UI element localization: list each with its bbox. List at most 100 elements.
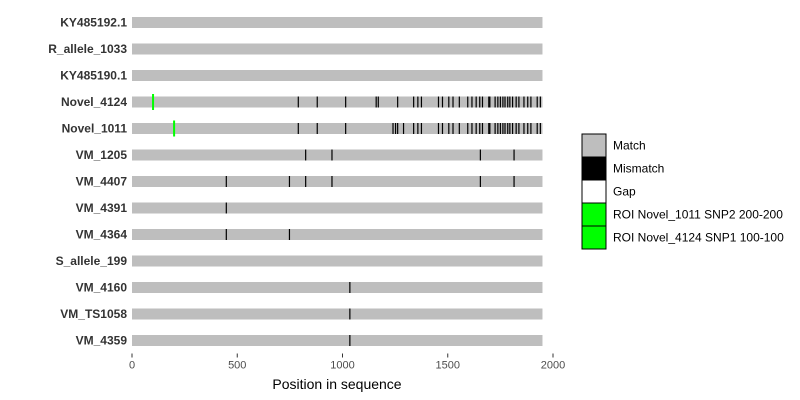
sequence-label: R_allele_1033 bbox=[48, 42, 127, 56]
mismatch-mark bbox=[539, 96, 541, 108]
mismatch-mark bbox=[467, 96, 469, 108]
mismatch-mark bbox=[515, 123, 517, 134]
mismatch-mark bbox=[481, 123, 484, 134]
match-bar bbox=[132, 255, 543, 267]
mismatch-mark bbox=[316, 96, 318, 108]
mismatch-mark bbox=[479, 96, 481, 108]
mismatch-mark bbox=[518, 96, 520, 108]
mismatch-mark bbox=[448, 123, 450, 134]
mismatch-mark bbox=[458, 123, 460, 134]
mismatch-mark bbox=[479, 123, 481, 134]
legend-label: ROI Novel_4124 SNP1 100-100 bbox=[613, 231, 784, 245]
sequence-label: VM_4160 bbox=[76, 281, 128, 295]
mismatch-mark bbox=[375, 96, 377, 108]
mismatch-mark bbox=[420, 96, 423, 108]
mismatch-mark bbox=[518, 123, 520, 134]
mismatch-mark bbox=[413, 123, 415, 134]
mismatch-mark bbox=[345, 96, 347, 108]
mismatch-mark bbox=[441, 123, 444, 134]
legend-key bbox=[581, 202, 607, 227]
legend-key bbox=[581, 225, 607, 250]
mismatch-mark bbox=[417, 123, 419, 134]
sequence-label: Novel_4124 bbox=[61, 95, 127, 109]
sequence-label: VM_4391 bbox=[76, 201, 128, 215]
match-bar bbox=[132, 335, 543, 346]
mismatch-mark bbox=[509, 96, 511, 108]
roi-mark bbox=[173, 120, 176, 137]
legend-label: ROI Novel_1011 SNP2 200-200 bbox=[613, 208, 783, 222]
x-axis-title: Position in sequence bbox=[272, 376, 401, 392]
mismatch-mark bbox=[523, 96, 525, 108]
legend-label: Gap bbox=[613, 185, 636, 199]
mismatch-mark bbox=[511, 123, 514, 134]
sequence-label: KY485190.1 bbox=[60, 69, 127, 83]
mismatch-mark bbox=[305, 176, 307, 187]
mismatch-mark bbox=[452, 123, 454, 134]
mismatch-mark bbox=[488, 123, 490, 134]
x-tick-label: 500 bbox=[228, 360, 246, 372]
sequence-label: KY485192.1 bbox=[60, 16, 127, 30]
mismatch-mark bbox=[536, 123, 538, 134]
sequence-label: VM_1205 bbox=[76, 148, 128, 162]
mismatch-mark bbox=[467, 123, 469, 134]
match-bar bbox=[132, 229, 543, 240]
mismatch-mark bbox=[420, 123, 423, 134]
mismatch-mark bbox=[527, 96, 529, 108]
mismatch-mark bbox=[448, 96, 450, 108]
mismatch-mark bbox=[225, 202, 227, 214]
mismatch-mark bbox=[471, 123, 473, 134]
sequence-label: VM_4364 bbox=[76, 228, 128, 242]
match-bar bbox=[132, 43, 543, 55]
mismatch-mark bbox=[305, 149, 307, 161]
mismatch-mark bbox=[489, 96, 491, 108]
match-bar bbox=[132, 282, 543, 293]
mismatch-mark bbox=[479, 149, 481, 161]
mismatch-mark bbox=[499, 96, 501, 108]
mismatch-mark bbox=[437, 123, 440, 134]
sequence-label: VM_TS1058 bbox=[60, 307, 127, 321]
mismatch-mark bbox=[345, 123, 347, 134]
x-tick-label: 0 bbox=[129, 360, 135, 372]
mismatch-mark bbox=[397, 96, 399, 108]
mismatch-mark bbox=[225, 176, 227, 187]
mismatch-mark bbox=[494, 123, 496, 134]
mismatch-mark bbox=[488, 96, 490, 108]
mismatch-mark bbox=[489, 123, 491, 134]
mismatch-mark bbox=[297, 96, 299, 108]
mismatch-mark bbox=[530, 123, 532, 134]
mismatch-mark bbox=[481, 96, 484, 108]
mismatch-mark bbox=[504, 96, 506, 108]
mismatch-mark bbox=[539, 123, 541, 134]
x-tick-label: 1000 bbox=[330, 360, 354, 372]
mismatch-mark bbox=[316, 123, 318, 134]
mismatch-mark bbox=[504, 123, 506, 134]
match-bar bbox=[132, 123, 543, 134]
x-tick-label: 2000 bbox=[541, 360, 565, 372]
mismatch-mark bbox=[452, 96, 454, 108]
mismatch-mark bbox=[502, 96, 504, 108]
mismatch-mark bbox=[536, 96, 538, 108]
mismatch-mark bbox=[499, 123, 501, 134]
mismatch-mark bbox=[527, 123, 529, 134]
mismatch-mark bbox=[513, 149, 515, 161]
mismatch-mark bbox=[288, 176, 291, 187]
legend-label: Mismatch bbox=[613, 162, 664, 176]
mismatch-mark bbox=[349, 308, 351, 320]
mismatch-mark bbox=[509, 123, 511, 134]
mismatch-mark bbox=[523, 123, 525, 134]
legend-key bbox=[581, 156, 607, 181]
mismatch-mark bbox=[530, 96, 532, 108]
legend-key bbox=[581, 133, 607, 158]
mismatch-mark bbox=[349, 282, 351, 293]
mismatch-mark bbox=[507, 123, 509, 134]
mismatch-mark bbox=[377, 96, 379, 108]
mismatch-mark bbox=[413, 96, 415, 108]
sequence-label: VM_4407 bbox=[76, 175, 128, 189]
mismatch-mark bbox=[417, 96, 419, 108]
match-bar bbox=[132, 202, 543, 214]
match-bar bbox=[132, 70, 543, 81]
mismatch-mark bbox=[515, 96, 517, 108]
sequence-label: VM_4359 bbox=[76, 334, 128, 348]
x-axis: 0 500 1000 1500 2000 bbox=[129, 353, 565, 372]
